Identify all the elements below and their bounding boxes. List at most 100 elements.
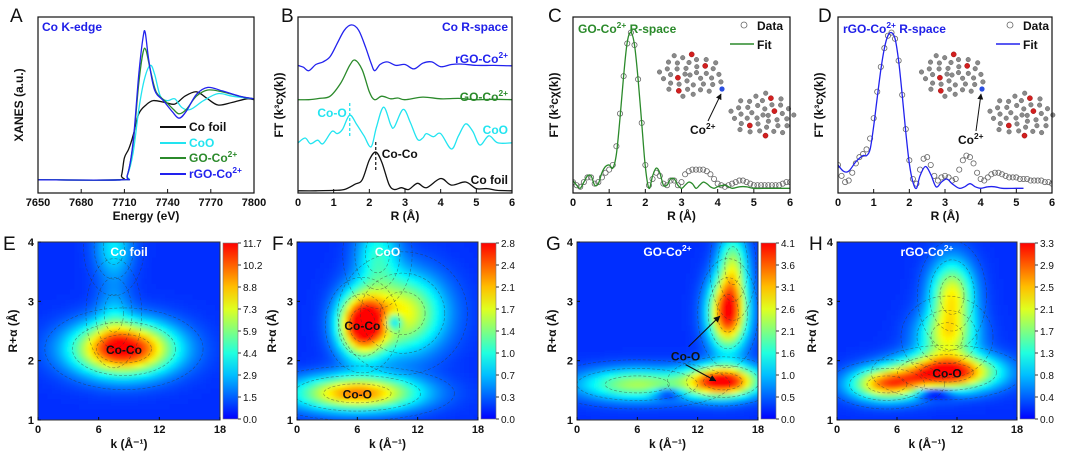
heatmap-cell <box>188 409 194 416</box>
heatmap-cell <box>183 252 189 259</box>
data-point <box>838 172 845 179</box>
heatmap-cell <box>65 283 71 290</box>
heatmap-cell <box>730 341 736 348</box>
heatmap-cell <box>342 283 348 290</box>
heatmap-cell <box>147 383 153 390</box>
heatmap-cell <box>726 325 732 332</box>
heatmap-cell <box>577 247 583 253</box>
feature-label: Co-Co <box>106 343 142 357</box>
heatmap-cell <box>432 268 438 274</box>
heatmap-cell <box>387 273 393 280</box>
heatmap-cell <box>437 420 442 426</box>
heatmap-cell <box>699 320 705 327</box>
heatmap-cell <box>581 362 587 369</box>
heatmap-cell <box>206 393 212 400</box>
heatmap-cell <box>432 414 438 420</box>
heatmap-cell <box>744 283 750 290</box>
heatmap-cell <box>473 315 478 322</box>
heatmap-cell <box>188 268 194 274</box>
heatmap-cell <box>69 336 75 342</box>
heatmap-cell <box>97 351 103 358</box>
heatmap-cell <box>306 262 312 269</box>
heatmap-cell <box>151 331 157 337</box>
heatmap-cell <box>160 346 166 353</box>
data-point <box>1020 175 1027 182</box>
heatmap-cell <box>658 331 664 337</box>
heatmap-cell <box>581 367 587 374</box>
heatmap-cell <box>183 388 189 395</box>
carbon-atom <box>674 66 680 72</box>
heatmap-cell <box>129 315 135 322</box>
heatmap-cell <box>604 367 610 374</box>
heatmap-cell <box>364 388 370 395</box>
data-point <box>613 143 620 150</box>
heatmap-cell <box>613 341 619 348</box>
heatmap-cell <box>721 304 727 311</box>
heatmap-cell <box>473 252 478 259</box>
heatmap-cell <box>685 283 691 290</box>
heatmap-cell <box>604 404 610 411</box>
heatmap-cell <box>306 409 312 416</box>
heatmap-cell <box>469 294 475 301</box>
heatmap-cell <box>730 304 736 311</box>
heatmap-cell <box>110 325 116 332</box>
heatmap-cell <box>739 351 745 358</box>
heatmap-cell <box>613 289 619 295</box>
heatmap-cell <box>110 372 116 379</box>
heatmap-cell <box>364 257 370 264</box>
heatmap-cell <box>346 299 352 306</box>
heatmap-cell <box>617 242 623 248</box>
x-tick-label: 3 <box>678 197 684 209</box>
heatmap-cell <box>78 257 84 264</box>
heatmap-cell <box>124 357 130 363</box>
heatmap-cell <box>324 346 330 353</box>
chart-title: GO-Co2+ R-space <box>578 20 677 36</box>
heatmap-cell <box>599 325 605 332</box>
heatmap-cell <box>419 367 425 374</box>
heatmap-cell <box>38 341 44 348</box>
heatmap-cell <box>387 383 393 390</box>
heatmap-cell <box>640 372 646 379</box>
heatmap-cell <box>115 388 121 395</box>
heatmap-cell <box>681 404 687 411</box>
heatmap-cell <box>744 372 750 379</box>
heatmap-cell <box>405 294 411 301</box>
heatmap-cell <box>297 278 303 285</box>
heatmap-cell <box>215 283 220 290</box>
heatmap-cell <box>649 378 655 384</box>
heatmap-cell <box>38 357 44 363</box>
heatmap-cell <box>590 278 596 285</box>
heatmap-cell <box>586 372 592 379</box>
heatmap-cell <box>635 341 641 348</box>
heatmap-cell <box>459 289 465 295</box>
heatmap-cell <box>685 278 691 285</box>
heatmap-cell <box>60 351 66 358</box>
heatmap-cell <box>88 404 94 411</box>
heatmap-cell <box>410 367 416 374</box>
heatmap-cell <box>726 399 732 405</box>
heatmap-cell <box>726 252 732 259</box>
heatmap-cell <box>179 262 185 269</box>
heatmap-cell <box>726 414 732 420</box>
carbon-atom <box>1008 110 1014 116</box>
heatmap-cell <box>577 404 583 411</box>
colorbar-tick-label: 1.0 <box>501 349 515 360</box>
heatmap-cell <box>373 310 379 316</box>
heatmap-cell <box>653 393 659 400</box>
heatmap-cell <box>446 289 452 295</box>
heatmap-cell <box>65 315 71 322</box>
heatmap-cell <box>590 257 596 264</box>
heatmap-cell <box>310 289 316 295</box>
heatmap-cell <box>201 289 207 295</box>
heatmap-cell <box>392 315 398 322</box>
heatmap-cell <box>333 320 339 327</box>
heatmap-cell <box>631 304 637 311</box>
heatmap-cell <box>215 388 220 395</box>
map-title-text: Co foil <box>110 245 147 259</box>
heatmap-cell <box>622 294 628 301</box>
heatmap-cell <box>355 310 361 316</box>
heatmap-cell <box>730 372 736 379</box>
heatmap-cell <box>206 257 212 264</box>
heatmap-cell <box>165 262 171 269</box>
heatmap-cell <box>42 325 48 332</box>
